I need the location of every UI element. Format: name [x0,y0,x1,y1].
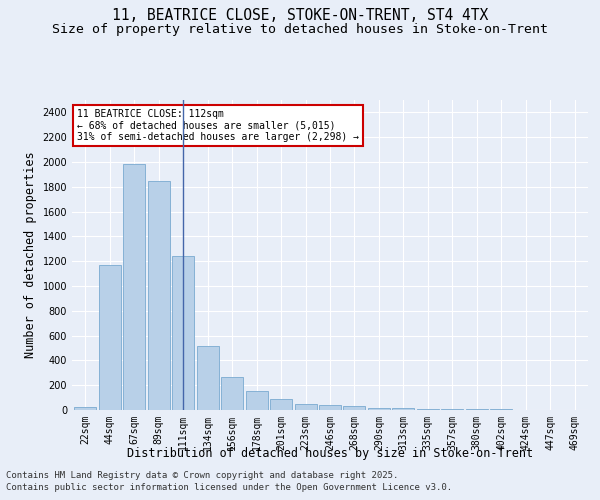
Text: 11 BEATRICE CLOSE: 112sqm
← 68% of detached houses are smaller (5,015)
31% of se: 11 BEATRICE CLOSE: 112sqm ← 68% of detac… [77,110,359,142]
Text: Distribution of detached houses by size in Stoke-on-Trent: Distribution of detached houses by size … [127,448,533,460]
Text: Contains HM Land Registry data © Crown copyright and database right 2025.: Contains HM Land Registry data © Crown c… [6,471,398,480]
Bar [343,406,365,410]
Bar [221,376,243,410]
Bar [368,408,390,410]
Bar [148,180,170,410]
Bar [197,346,219,410]
Text: Contains public sector information licensed under the Open Government Licence v3: Contains public sector information licen… [6,484,452,492]
Bar [99,265,121,410]
Text: Size of property relative to detached houses in Stoke-on-Trent: Size of property relative to detached ho… [52,22,548,36]
Bar [392,408,415,410]
Bar [270,399,292,410]
Bar [245,391,268,410]
Bar [172,256,194,410]
Bar [124,164,145,410]
Y-axis label: Number of detached properties: Number of detached properties [24,152,37,358]
Text: 11, BEATRICE CLOSE, STOKE-ON-TRENT, ST4 4TX: 11, BEATRICE CLOSE, STOKE-ON-TRENT, ST4 … [112,8,488,22]
Bar [295,404,317,410]
Bar [74,406,97,410]
Bar [319,405,341,410]
